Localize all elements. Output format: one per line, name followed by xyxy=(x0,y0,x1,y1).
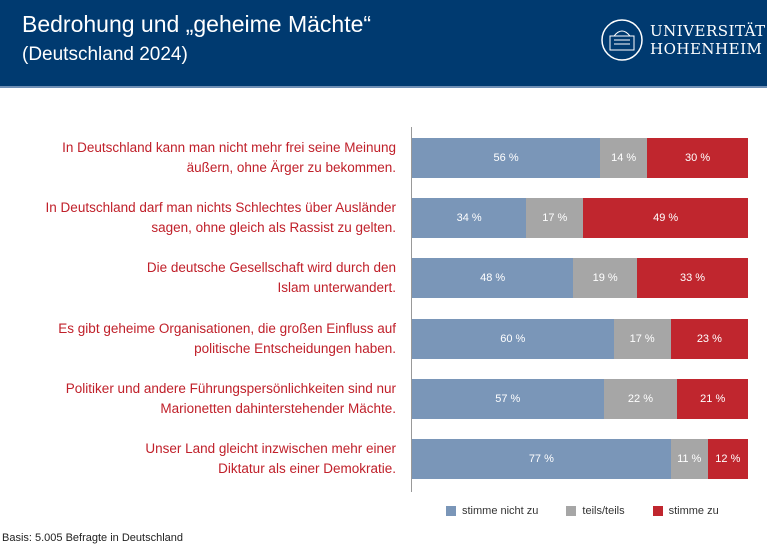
category-label-line: politische Entscheidungen haben. xyxy=(194,340,396,356)
data-label: 17 % xyxy=(629,332,655,345)
bar-segment-neutral: 17 % xyxy=(613,318,671,359)
category-label-line: sagen, ohne gleich als Rassist zu gelten… xyxy=(151,220,396,236)
university-logo: UNIVERSITÄT HOHENHEIM xyxy=(600,18,766,62)
bar-segment-neutral: 17 % xyxy=(526,198,584,239)
category-label-line: Es gibt geheime Organisationen, die groß… xyxy=(58,320,396,336)
bar-segment-agree: 21 % xyxy=(677,378,748,419)
category-axis xyxy=(411,127,412,492)
data-label: 77 % xyxy=(528,453,554,465)
category-label-line: Islam unterwandert. xyxy=(277,280,396,296)
logo-line-2: HOHENHEIM xyxy=(650,40,763,58)
bar-segment-disagree: 34 % xyxy=(412,198,527,239)
category-label-line: In Deutschland darf man nichts Schlechte… xyxy=(45,200,396,216)
category-label: Die deutsche Gesellschaft wird durch den… xyxy=(16,258,396,298)
category-label: In Deutschland kann man nicht mehr frei … xyxy=(16,138,396,178)
data-label: 48 % xyxy=(480,272,506,285)
data-label: 34 % xyxy=(456,212,482,225)
bar-segment-disagree: 48 % xyxy=(412,258,574,299)
data-label: 19 % xyxy=(592,272,618,285)
data-label: 21 % xyxy=(700,392,726,405)
bar-segment-agree: 33 % xyxy=(637,258,748,299)
category-label-line: Die deutsche Gesellschaft wird durch den xyxy=(146,260,396,276)
category-label-line: In Deutschland kann man nicht mehr frei … xyxy=(62,140,396,155)
legend-item-neutral: teils/teils xyxy=(566,505,625,517)
bar-segment-agree: 23 % xyxy=(670,318,748,359)
footnote-basis: Basis: 5.005 Befragte in Deutschland xyxy=(2,532,184,544)
legend-item-agree: stimme zu xyxy=(652,505,719,517)
bar-segment-disagree: 57 % xyxy=(412,378,604,419)
category-label-line: Politiker und andere Führungspersönlichk… xyxy=(65,380,396,396)
legend: stimme nicht zu teils/teils stimme zu xyxy=(446,505,719,517)
category-label-line: Unser Land gleicht inzwischen mehr einer xyxy=(145,441,396,456)
data-label: 14 % xyxy=(611,152,637,164)
legend-label: teils/teils xyxy=(582,505,625,517)
data-label: 11 % xyxy=(677,453,702,465)
legend-swatch xyxy=(566,506,577,516)
data-label: 22 % xyxy=(627,392,653,405)
category-label-line: Diktatur als einer Demokratie. xyxy=(218,461,396,476)
bar-segment-neutral: 11 % xyxy=(670,439,708,479)
bar-segment-disagree: 60 % xyxy=(412,318,614,359)
bar-segment-neutral: 14 % xyxy=(600,138,648,178)
header: Bedrohung und „geheime Mächte“ (Deutschl… xyxy=(0,0,767,88)
bar-segment-agree: 30 % xyxy=(647,138,748,178)
data-label: 57 % xyxy=(495,392,521,405)
university-seal-icon xyxy=(601,19,643,61)
page-title: Bedrohung und „geheime Mächte“ xyxy=(22,11,372,37)
category-label: Es gibt geheime Organisationen, die groß… xyxy=(16,319,396,359)
data-label: 60 % xyxy=(500,332,526,345)
bar-segment-neutral: 19 % xyxy=(573,258,638,299)
bar-segment-disagree: 77 % xyxy=(412,439,671,479)
bar-segment-agree: 49 % xyxy=(583,198,748,239)
category-label: Unser Land gleicht inzwischen mehr einer… xyxy=(16,439,396,479)
legend-label: stimme zu xyxy=(668,505,719,517)
category-label: Politiker und andere Führungspersönlichk… xyxy=(16,379,396,419)
data-label: 17 % xyxy=(542,212,568,225)
category-label-line: Marionetten dahinterstehender Mächte. xyxy=(160,400,396,416)
data-label: 12 % xyxy=(715,453,741,465)
legend-item-disagree: stimme nicht zu xyxy=(446,505,538,517)
legend-swatch xyxy=(446,506,456,516)
data-label: 49 % xyxy=(653,212,679,225)
bar-segment-agree: 12 % xyxy=(707,439,748,479)
page-subtitle: (Deutschland 2024) xyxy=(22,44,188,65)
logo-line-1: UNIVERSITÄT xyxy=(650,22,766,40)
data-label: 30 % xyxy=(685,152,711,164)
category-label-line: äußern, ohne Ärger zu bekommen. xyxy=(186,160,396,175)
category-label: In Deutschland darf man nichts Schlechte… xyxy=(16,198,396,238)
data-label: 56 % xyxy=(493,152,519,164)
data-label: 33 % xyxy=(680,272,706,285)
legend-label: stimme nicht zu xyxy=(462,505,539,517)
data-label: 23 % xyxy=(696,332,722,345)
legend-swatch xyxy=(652,506,663,516)
bar-segment-disagree: 56 % xyxy=(412,138,601,178)
bar-segment-neutral: 22 % xyxy=(603,378,678,419)
